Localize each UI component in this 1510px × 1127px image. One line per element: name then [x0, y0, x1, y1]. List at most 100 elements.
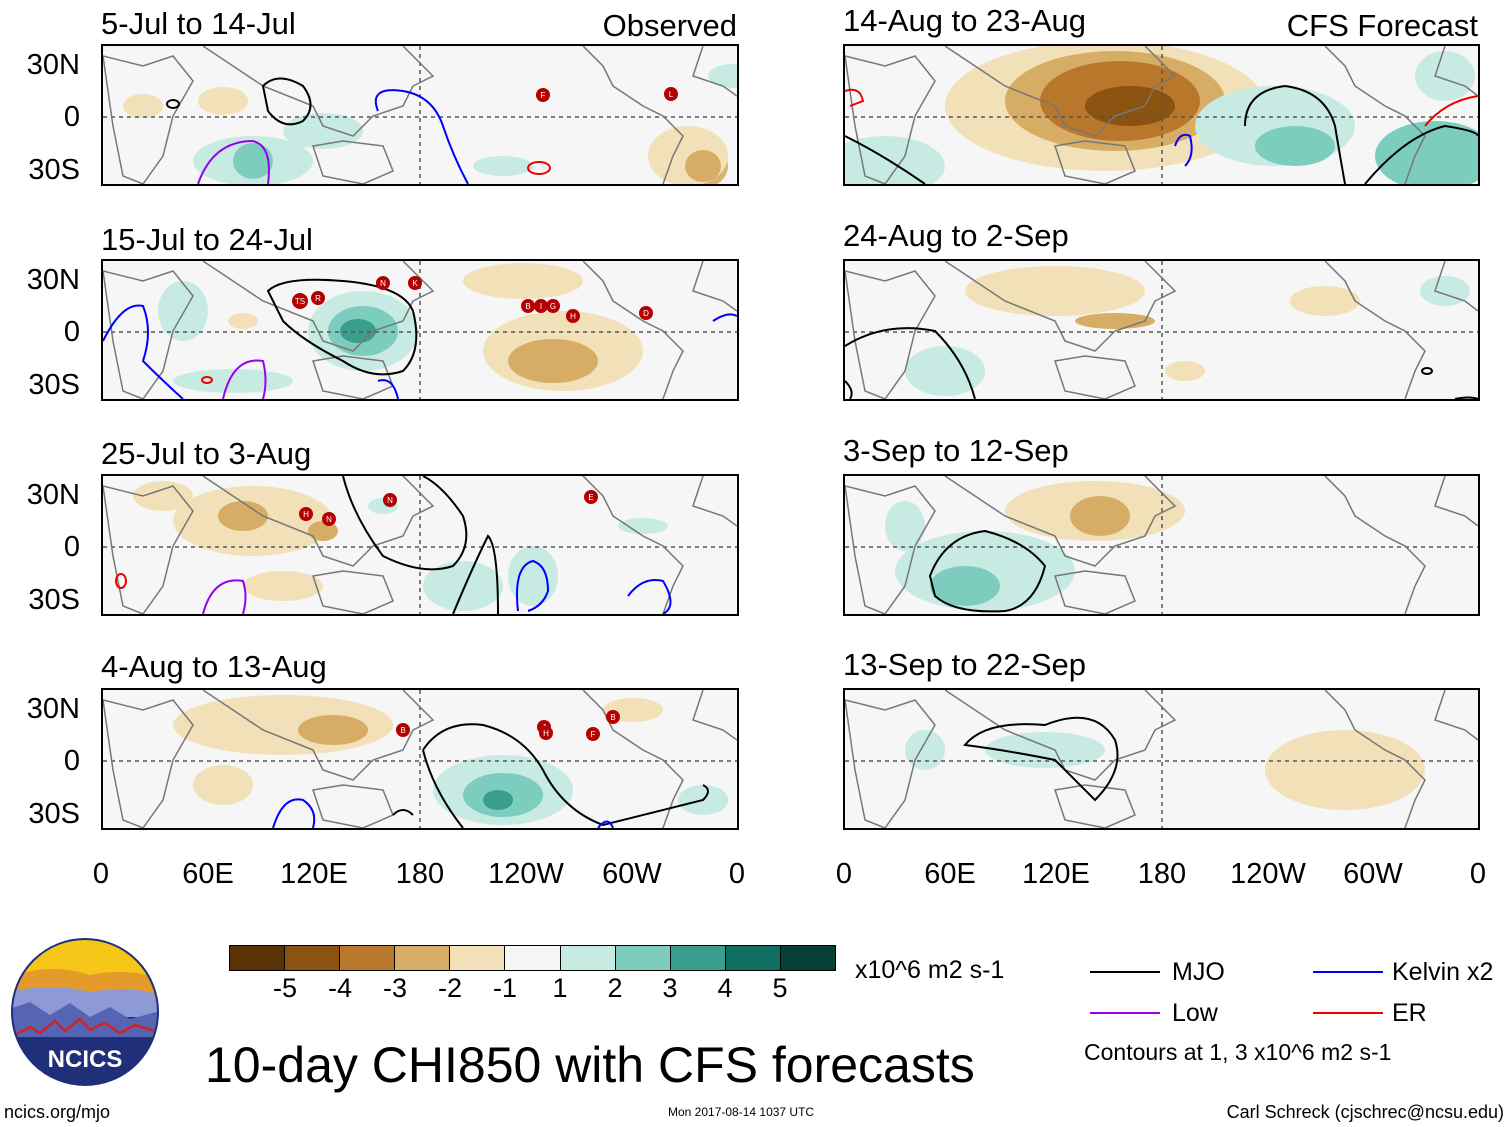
storm-marker: TS: [292, 293, 308, 309]
colorbar-swatch: [449, 946, 505, 970]
svg-text:G: G: [550, 302, 556, 311]
lon-label: 120W: [1230, 858, 1306, 890]
storm-marker: B: [396, 723, 410, 737]
svg-text:N: N: [326, 515, 332, 524]
lat-label-30s: 30S: [28, 154, 80, 186]
svg-text:N: N: [380, 279, 386, 288]
storm-marker: L: [664, 87, 678, 101]
storm-marker: F: [536, 88, 550, 102]
footer-url: ncics.org/mjo: [4, 1102, 111, 1122]
forecast-map-1: [843, 44, 1480, 186]
observed-panel-4-title: 4-Aug to 13-Aug: [101, 649, 327, 684]
colorbar-swatch: [394, 946, 450, 970]
colorbar-tick-label: -3: [382, 973, 407, 1003]
svg-text:L: L: [669, 90, 674, 99]
storm-marker: F: [586, 727, 600, 741]
colorbar-tick-label: -4: [327, 973, 352, 1003]
logo-text: NCICS: [48, 1046, 123, 1073]
svg-text:D: D: [643, 309, 649, 318]
colorbar-tick-label: 2: [607, 973, 623, 1003]
colorbar-swatch: [614, 946, 670, 970]
kelvin-legend-label: Kelvin x2: [1392, 958, 1494, 986]
svg-text:B: B: [610, 713, 615, 722]
storm-marker: H: [299, 507, 313, 521]
forecast-panel-1-title: 14-Aug to 23-Aug: [843, 3, 1087, 38]
colorbar: [229, 945, 836, 971]
lat-label-eq: 0: [63, 531, 80, 563]
lon-label: 0: [728, 858, 746, 890]
storm-marker: N: [322, 512, 336, 526]
mjo-legend-label: MJO: [1172, 958, 1225, 986]
observed-panel-2-title: 15-Jul to 24-Jul: [101, 222, 313, 257]
colorbar-tick-label: -2: [437, 973, 462, 1003]
lon-label: 0: [835, 858, 853, 890]
mjo-legend-line: [1090, 971, 1160, 973]
footer-credit: Carl Schreck (cjschrec@ncsu.edu): [1226, 1102, 1504, 1122]
lat-label-eq: 0: [63, 316, 80, 348]
storm-marker: D: [639, 306, 653, 320]
observed-panel-1-title: 5-Jul to 14-Jul: [101, 6, 296, 41]
svg-text:B: B: [525, 302, 530, 311]
lon-label: 120W: [488, 858, 564, 890]
main-title: 10-day CHI850 with CFS forecasts: [205, 1037, 975, 1093]
svg-text:H: H: [570, 312, 576, 321]
svg-text:K: K: [412, 279, 418, 288]
svg-text:B: B: [400, 726, 405, 735]
svg-text:F: F: [591, 730, 596, 739]
storm-marker: G: [546, 299, 560, 313]
observed-panel-3-title: 25-Jul to 3-Aug: [101, 436, 312, 471]
lon-label: 60E: [182, 858, 234, 890]
colorbar-tick-label: -5: [272, 973, 297, 1003]
lon-label: 120E: [280, 858, 348, 890]
lon-label: 60W: [1343, 858, 1403, 890]
er-legend-label: ER: [1392, 999, 1427, 1027]
lat-label-30s: 30S: [28, 798, 80, 830]
lat-label-eq: 0: [63, 745, 80, 777]
colorbar-swatch: [559, 946, 615, 970]
lon-label: 60E: [924, 858, 976, 890]
svg-text:N: N: [387, 496, 393, 505]
lon-label: 180: [1137, 858, 1187, 890]
observed-label: Observed: [602, 8, 737, 43]
observed-map-4: B J H F B: [101, 688, 739, 830]
lat-label-30n: 30N: [26, 693, 80, 725]
storm-marker: H: [566, 309, 580, 323]
colorbar-tick-label: 4: [717, 973, 733, 1003]
forecast-panel-2-title: 24-Aug to 2-Sep: [843, 218, 1069, 253]
storm-marker: K: [408, 276, 422, 290]
lat-label-30n: 30N: [26, 264, 80, 296]
lat-label-30n: 30N: [26, 49, 80, 81]
forecast-panel-4-title: 13-Sep to 22-Sep: [843, 647, 1087, 682]
forecast-map-3: [843, 474, 1480, 616]
colorbar-swatch: [284, 946, 340, 970]
colorbar-swatch: [230, 946, 285, 970]
lon-label: 0: [1469, 858, 1487, 890]
low-legend-label: Low: [1172, 999, 1218, 1027]
observed-map-3: H N N E: [101, 474, 739, 616]
lon-label: 180: [395, 858, 445, 890]
lat-label-30n: 30N: [26, 479, 80, 511]
lon-label: 0: [92, 858, 110, 890]
colorbar-tick-label: 1: [552, 973, 568, 1003]
colorbar-swatch: [339, 946, 395, 970]
storm-marker: H: [539, 726, 553, 740]
ncics-logo: NCICS: [10, 937, 160, 1087]
svg-text:E: E: [588, 493, 593, 502]
observed-map-1: F L: [101, 44, 739, 186]
cfs-forecast-label: CFS Forecast: [1286, 8, 1478, 43]
svg-text:F: F: [541, 91, 546, 100]
forecast-map-4: [843, 688, 1480, 830]
kelvin-legend-line: [1313, 971, 1383, 973]
svg-text:H: H: [303, 510, 309, 519]
storm-marker: I: [534, 299, 548, 313]
lon-label: 60W: [602, 858, 662, 890]
observed-map-2: TS R N K B I G H D: [101, 259, 739, 401]
forecast-panel-3-title: 3-Sep to 12-Sep: [843, 433, 1069, 468]
colorbar-tick-label: -1: [492, 973, 517, 1003]
lat-label-30s: 30S: [28, 369, 80, 401]
storm-marker: N: [383, 493, 397, 507]
lon-label: 120E: [1022, 858, 1090, 890]
storm-marker: B: [606, 710, 620, 724]
lat-label-eq: 0: [63, 101, 80, 133]
colorbar-tick-label: 5: [772, 973, 788, 1003]
